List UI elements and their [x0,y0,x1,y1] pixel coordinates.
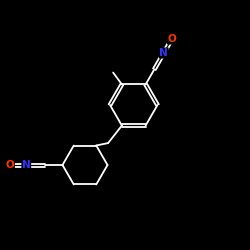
Text: O: O [6,160,14,170]
Text: N: N [160,48,168,58]
Text: O: O [168,34,176,44]
Text: N: N [22,160,30,170]
